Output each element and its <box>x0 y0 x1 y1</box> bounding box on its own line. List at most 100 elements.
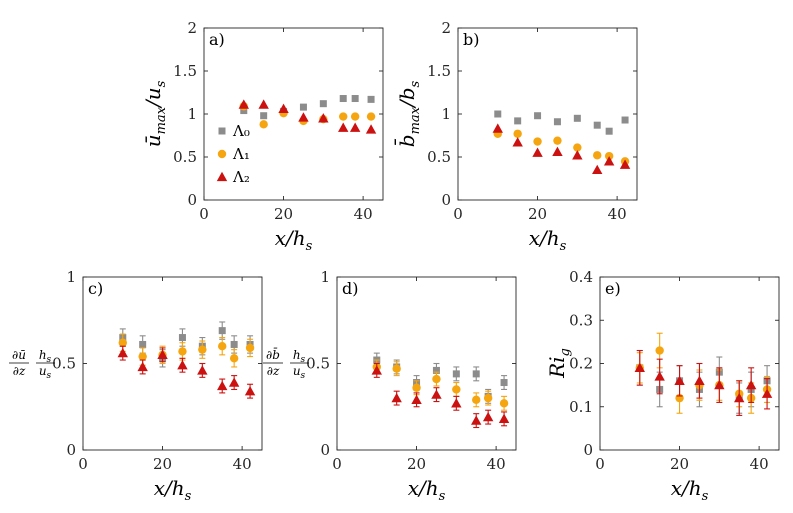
data-point <box>230 340 238 348</box>
x-tick-label: 40 <box>750 455 769 473</box>
legend: Λ₀ Λ₁ Λ₂ <box>216 122 250 186</box>
y-tick-label: 0.1 <box>569 398 593 416</box>
y-tick-label: 0.2 <box>569 355 593 373</box>
data-point <box>472 370 480 378</box>
y-tick-label: 1.5 <box>427 62 451 80</box>
data-point <box>177 360 188 370</box>
legend-marker <box>216 171 228 182</box>
ylabel-denominator: ∂z <box>13 364 26 378</box>
data-point <box>745 379 757 390</box>
data-point <box>318 113 329 123</box>
data-point <box>761 388 773 398</box>
data-point <box>593 121 601 129</box>
data-point <box>593 151 602 160</box>
x-tick-label: 20 <box>407 455 426 473</box>
data-point <box>351 95 359 103</box>
panel-label: b) <box>463 30 479 49</box>
y-tick-label: 0 <box>187 191 197 209</box>
panel-label: c) <box>88 279 103 298</box>
y-tick-label: 0 <box>583 441 593 459</box>
data-point <box>339 95 347 103</box>
data-point <box>349 122 361 132</box>
x-tick-label: 0 <box>453 205 463 223</box>
x-axis-label: x/hs <box>154 476 192 504</box>
ylabel-numerator: ∂b̄ <box>266 346 280 362</box>
x-tick-label: 20 <box>670 455 689 473</box>
data-point <box>499 399 509 408</box>
series-circle <box>372 359 509 411</box>
data-point <box>228 377 240 387</box>
axes-frame <box>457 27 638 201</box>
x-tick-label: 40 <box>487 455 506 473</box>
data-point <box>139 340 147 348</box>
axes-frame <box>599 276 780 451</box>
x-tick-label: 0 <box>199 205 209 223</box>
y-tick-label: 0 <box>441 191 451 209</box>
series-triangle <box>117 345 256 399</box>
panel-b: 0 20 40 0 0.5 1 1.5 2 b) x/hs b̄max/bs <box>394 19 638 254</box>
ylabel-numerator: hs <box>39 348 52 365</box>
ylabel-denominator: us <box>39 364 52 381</box>
data-point <box>118 338 127 347</box>
data-point <box>452 370 460 378</box>
data-point <box>411 394 422 404</box>
legend-entry: Λ₁ <box>232 145 250 163</box>
data-point <box>298 112 309 122</box>
data-point <box>472 395 481 405</box>
data-point <box>278 103 289 113</box>
data-point <box>198 345 207 354</box>
y-tick-label: 2 <box>187 19 197 37</box>
data-point <box>734 392 745 403</box>
data-point <box>483 393 493 403</box>
data-point <box>655 346 664 355</box>
x-tick-label: 20 <box>528 205 547 223</box>
x-tick-label: 0 <box>78 455 88 473</box>
data-point <box>714 379 725 390</box>
data-point <box>138 352 147 361</box>
panel-label: a) <box>209 30 225 49</box>
y-tick-label: 2 <box>441 19 451 37</box>
y-tick-label: 0.5 <box>306 355 330 373</box>
x-axis-label: x/hs <box>671 476 709 504</box>
legend-entry: Λ₀ <box>232 122 250 140</box>
y-tick-label: 0.5 <box>52 355 76 373</box>
data-point <box>391 392 402 403</box>
ylabel-denominator: us <box>293 364 306 381</box>
data-point <box>592 164 603 175</box>
x-tick-label: 40 <box>354 205 373 223</box>
data-point <box>500 379 508 387</box>
series-square <box>494 110 629 135</box>
data-point <box>432 366 440 374</box>
series-triangle <box>371 362 510 429</box>
data-point <box>338 122 349 132</box>
data-point <box>621 116 629 124</box>
data-point <box>432 374 441 384</box>
y-tick-label: 0 <box>66 441 76 459</box>
panel-a: 0 20 40 0 0.5 1 1.5 2 a) x/hs ūmax/us Λ₀ Λ₁ Λ₂ <box>141 19 384 254</box>
data-point <box>218 342 227 351</box>
series-triangle <box>634 349 773 416</box>
y-tick-label: 0.4 <box>569 268 593 286</box>
data-point <box>259 120 268 129</box>
data-point <box>634 362 645 372</box>
data-point <box>218 327 226 335</box>
x-tick-label: 0 <box>595 455 605 473</box>
y-tick-label: 0.5 <box>173 148 197 166</box>
data-point <box>157 349 168 360</box>
y-tick-label: 0.5 <box>427 148 451 166</box>
data-point <box>619 159 631 169</box>
data-point <box>452 385 461 394</box>
y-tick-label: 1.5 <box>173 62 197 80</box>
legend-marker <box>218 127 226 135</box>
panel-e: 0 20 40 0 0.1 0.2 0.3 0.4 e) x/hs Rig <box>545 268 780 504</box>
data-point <box>514 117 522 125</box>
data-point <box>471 415 482 425</box>
data-point <box>319 100 327 108</box>
data-point <box>482 411 494 422</box>
data-point <box>371 365 382 375</box>
data-point <box>572 150 583 160</box>
legend-entry: Λ₂ <box>232 168 250 186</box>
data-point <box>299 103 307 111</box>
